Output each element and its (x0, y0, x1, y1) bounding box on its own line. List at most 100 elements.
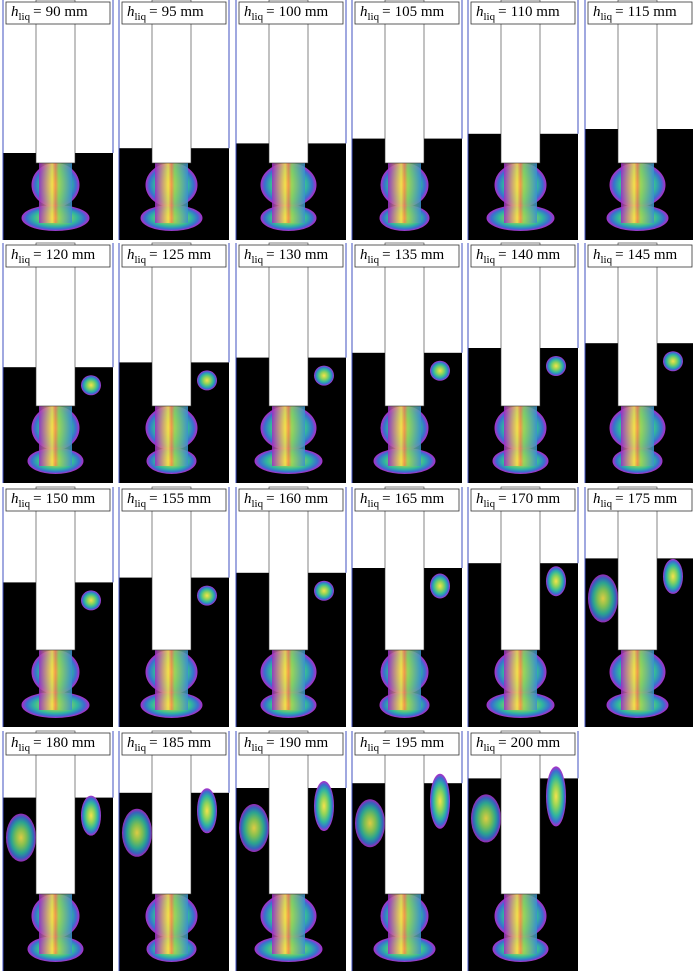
plume (663, 558, 683, 594)
plume (81, 795, 101, 836)
plume-core (621, 650, 654, 710)
plume (314, 365, 334, 386)
panel-label: hliq = 190 mm (244, 735, 329, 753)
nozzle (500, 730, 541, 895)
panel: hliq = 125 mm (118, 242, 230, 483)
nozzle (384, 242, 425, 407)
label-relation: = (498, 4, 506, 20)
label-symbol: h (11, 735, 19, 751)
panel-label: hliq = 135 mm (360, 247, 445, 265)
label-box (238, 244, 344, 268)
plume-core (155, 894, 188, 954)
plume (239, 804, 269, 852)
label-box (238, 1, 344, 25)
label-relation: = (615, 247, 623, 263)
panel-label: hliq = 145 mm (593, 247, 678, 265)
nozzle (384, 486, 425, 651)
label-relation: = (33, 491, 41, 507)
panel: hliq = 135 mm (351, 242, 463, 483)
panel-label: hliq = 155 mm (127, 491, 212, 509)
plume-core (155, 406, 188, 466)
label-relation: = (33, 247, 41, 263)
label-symbol: h (593, 4, 601, 20)
label-subscript: liq (252, 254, 264, 266)
label-relation: = (266, 735, 274, 751)
plume-core (504, 894, 537, 954)
label-value: 175 mm (628, 491, 678, 507)
plume (81, 590, 101, 611)
label-box (5, 488, 111, 512)
panel: hliq = 110 mm (467, 0, 579, 240)
plume (546, 566, 566, 597)
panel-label: hliq = 175 mm (593, 491, 678, 509)
label-box (470, 244, 576, 268)
plume-core (272, 894, 305, 954)
label-subscript: liq (368, 742, 380, 754)
label-box (238, 732, 344, 756)
panel-label: hliq = 95 mm (127, 4, 204, 22)
label-box (121, 488, 227, 512)
panel: hliq = 95 mm (118, 0, 230, 240)
plume (197, 585, 217, 606)
label-box (121, 244, 227, 268)
plume (546, 356, 566, 376)
label-symbol: h (476, 4, 484, 20)
label-box (5, 732, 111, 756)
panel-label: hliq = 160 mm (244, 491, 329, 509)
panel-label: hliq = 200 mm (476, 735, 561, 753)
label-symbol: h (127, 247, 135, 263)
panel-label: hliq = 100 mm (244, 4, 329, 22)
nozzle (384, 730, 425, 895)
plume-core (39, 894, 72, 954)
panel: hliq = 140 mm (467, 242, 579, 483)
label-relation: = (266, 4, 274, 20)
label-subscript: liq (484, 498, 496, 510)
plume (122, 808, 152, 857)
label-relation: = (498, 735, 506, 751)
panel: hliq = 100 mm (235, 0, 347, 240)
label-value: 125 mm (162, 247, 212, 263)
nozzle (268, 242, 309, 407)
plume (430, 773, 450, 829)
panel: hliq = 170 mm (467, 486, 579, 727)
panel-label: hliq = 115 mm (593, 4, 677, 22)
label-symbol: h (244, 491, 252, 507)
nozzle (617, 486, 658, 651)
nozzle (384, 0, 425, 164)
label-subscript: liq (368, 254, 380, 266)
nozzle (617, 0, 658, 164)
plume (6, 813, 36, 862)
label-symbol: h (11, 491, 19, 507)
nozzle (151, 242, 192, 407)
plume-core (504, 163, 537, 223)
plume (588, 574, 618, 623)
label-box (5, 1, 111, 25)
panel: hliq = 155 mm (118, 486, 230, 727)
label-subscript: liq (368, 498, 380, 510)
label-value: 185 mm (162, 735, 212, 751)
label-symbol: h (127, 735, 135, 751)
label-box (354, 488, 460, 512)
plume (430, 360, 450, 381)
label-relation: = (382, 735, 390, 751)
panel-label: hliq = 105 mm (360, 4, 445, 22)
label-relation: = (615, 491, 623, 507)
nozzle (500, 242, 541, 407)
label-symbol: h (360, 247, 368, 263)
label-subscript: liq (601, 11, 613, 23)
label-subscript: liq (135, 742, 147, 754)
nozzle (268, 0, 309, 164)
panel: hliq = 185 mm (118, 730, 230, 971)
label-value: 90 mm (46, 4, 88, 20)
panel: hliq = 200 mm (467, 730, 579, 971)
panel: hliq = 165 mm (351, 486, 463, 727)
label-value: 135 mm (395, 247, 445, 263)
nozzle (500, 486, 541, 651)
label-subscript: liq (252, 498, 264, 510)
label-box (354, 732, 460, 756)
label-relation: = (149, 4, 157, 20)
nozzle (35, 0, 76, 164)
plume-core (272, 650, 305, 710)
label-subscript: liq (484, 254, 496, 266)
